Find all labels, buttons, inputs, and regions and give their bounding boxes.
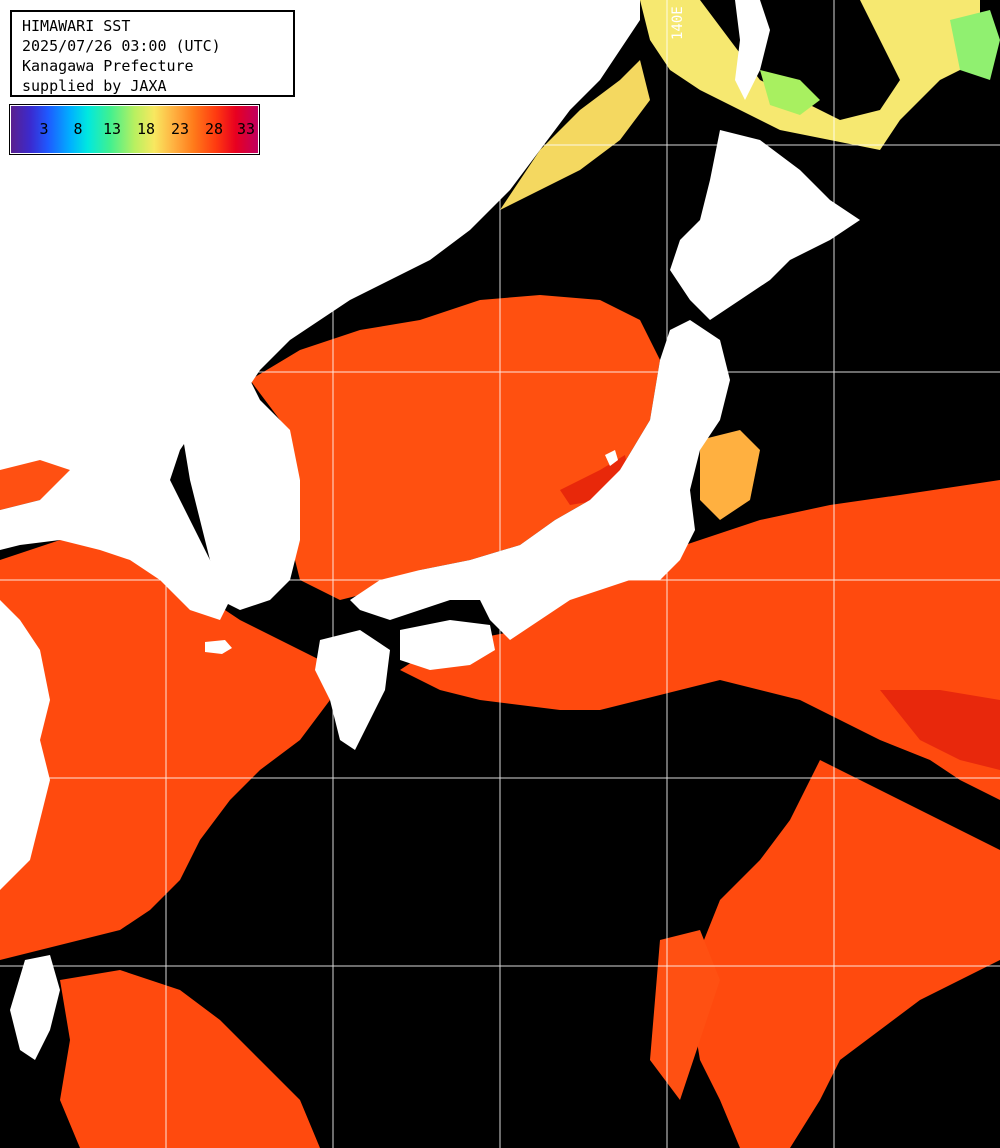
landmass [0,0,860,1060]
info-box: HIMAWARI SST 2025/07/26 03:00 (UTC) Kana… [10,10,295,97]
colorbar-label-33: 33 [236,120,256,138]
land-shikoku [400,620,495,670]
colorbar-label-28: 28 [204,120,224,138]
temperature-colorbar: 3 8 13 18 23 28 33 [9,104,260,155]
colorbar-label-3: 3 [39,120,49,138]
lat-label-40n: 40N [14,352,40,368]
sst-okhotsk-mild [640,0,980,150]
data-credit: supplied by JAXA [22,77,167,95]
sst-cold-patch [760,70,820,115]
sst-pacific-band [400,480,1000,800]
sst-primorye-mild [500,60,650,210]
observation-datetime: 2025/07/26 03:00 (UTC) [22,37,221,55]
sst-east-china-sea [0,540,330,960]
sst-pacific-hot [880,690,1000,770]
map-title: HIMAWARI SST [22,17,131,35]
sst-toyama-bay [560,455,630,505]
land-sado [605,450,618,466]
land-korea [180,380,300,610]
land-sakhalin [735,0,770,100]
sst-sea-of-japan [250,295,660,600]
region-name: Kanagawa Prefecture [22,57,194,75]
colorbar-label-18: 18 [136,120,156,138]
sst-southeast-streamer [690,760,1000,1148]
sst-south-patches [60,970,320,1148]
lon-label-140e: 140E [670,6,686,40]
colorbar-gradient [11,106,258,153]
land-taiwan [10,955,60,1060]
colorbar-label-13: 13 [102,120,122,138]
land-china-east-coast [0,600,50,890]
sst-sanriku-mild [700,430,760,520]
lat-label-30n: 30N [14,758,40,774]
colorbar-label-23: 23 [170,120,190,138]
land-hokkaido [670,130,860,320]
land-kyushu [315,630,390,750]
land-honshu [350,320,730,640]
land-asia-mainland [0,0,640,620]
sst-cold-patch-ne [950,10,1000,80]
colorbar-label-8: 8 [73,120,83,138]
land-jeju [205,640,232,654]
